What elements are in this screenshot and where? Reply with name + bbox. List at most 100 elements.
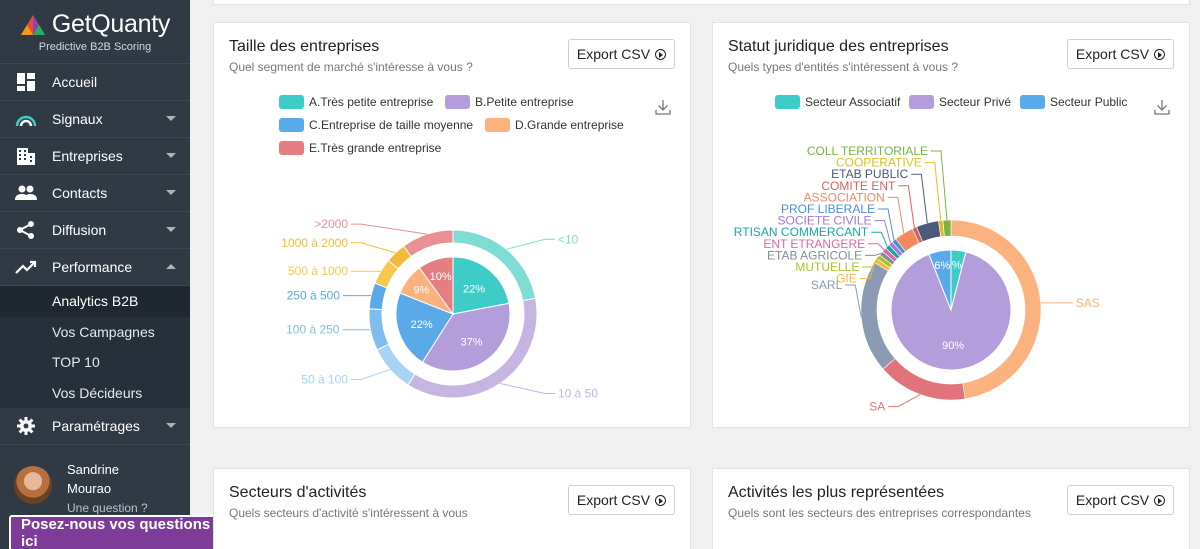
card-subtitle: Quels secteurs d'activité s'intéressent … — [229, 506, 468, 520]
card-activites-representees: Activités les plus représentées Quels so… — [712, 468, 1190, 549]
inner-slice-1[interactable] — [421, 302, 511, 372]
outer-slice-3[interactable] — [368, 308, 390, 351]
outer-slice-label: COMITE ENT — [821, 179, 896, 193]
brand-name: GetQuanty — [51, 10, 171, 38]
nav-accueil[interactable]: Accueil — [0, 64, 190, 101]
outer-slice-label: >2000 — [314, 217, 348, 231]
arrow-circle-right-icon — [655, 494, 667, 506]
subnav-vos-decideurs[interactable]: Vos Décideurs — [52, 384, 143, 401]
inner-slice-label: 6% — [934, 260, 950, 272]
brand[interactable]: GetQuanty Predictive B2B Scoring — [0, 0, 190, 64]
brand-tagline: Predictive B2B Scoring — [38, 41, 152, 53]
nav-diffusion[interactable]: Diffusion — [0, 212, 190, 249]
legend-item[interactable]: A.Très petite entreprise — [279, 95, 433, 109]
outer-slice-label: ETAB PUBLIC — [831, 167, 908, 181]
export-csv-button[interactable]: Export CSV — [568, 485, 675, 515]
legend-label: Secteur Privé — [939, 95, 1012, 109]
chevron-down-icon — [166, 423, 176, 428]
leader-line — [865, 252, 882, 256]
legend-label: Secteur Associatif — [805, 95, 901, 109]
outer-slice-label: SARL — [811, 278, 843, 292]
outer-slice-label: 500 à 1000 — [288, 264, 348, 278]
legend-item[interactable]: Secteur Privé — [909, 95, 1011, 109]
legend-swatch — [909, 95, 934, 109]
inner-slice-4[interactable] — [418, 256, 454, 316]
download-icon[interactable] — [655, 99, 671, 115]
legend-item[interactable]: E.Très grande entreprise — [279, 141, 441, 155]
download-icon[interactable] — [1154, 99, 1170, 115]
nav-performance[interactable]: Performance — [0, 249, 190, 286]
chat-label: Posez-nous vos questions ici — [21, 516, 211, 549]
nav-label: Diffusion — [52, 222, 107, 238]
legend-item[interactable]: Secteur Public — [1020, 95, 1127, 109]
leader-line — [874, 220, 892, 244]
user-profile[interactable]: Sandrine Mourao Une question ? — [0, 452, 190, 515]
card-title: Taille des entreprises — [229, 38, 380, 55]
nav-entreprises[interactable]: Entreprises — [0, 138, 190, 175]
legend-swatch — [775, 95, 800, 109]
nav-label: Accueil — [52, 74, 98, 90]
nav-label: Contacts — [52, 185, 108, 201]
nav-label: Performance — [52, 259, 133, 275]
chevron-down-icon — [166, 227, 176, 232]
outer-slice-label: COLL TERRITORIALE — [807, 144, 928, 158]
card-subtitle: Quels types d'entités s'intéressent à vo… — [728, 60, 959, 74]
card-title: Statut juridique des entreprises — [728, 38, 949, 55]
outer-slice-label: ASSOCIATION — [804, 190, 885, 204]
inner-slice-label: 22% — [463, 284, 485, 296]
export-csv-button[interactable]: Export CSV — [1067, 485, 1174, 515]
legend-label: Secteur Public — [1050, 95, 1128, 109]
chat-button[interactable]: Posez-nous vos questions ici — [9, 515, 247, 549]
subnav-analytics-b2b[interactable]: Analytics B2B — [0, 286, 190, 317]
outer-slice-label: 10 à 50 — [558, 386, 598, 400]
nav-parametrages[interactable]: Paramétrages — [0, 408, 190, 445]
legend-swatch — [279, 95, 304, 109]
share-icon — [14, 218, 38, 242]
outer-slice-label: 250 à 500 — [287, 289, 341, 303]
inner-slice-2[interactable] — [928, 249, 952, 311]
outer-slice-label: PROF LIBERALE — [781, 202, 875, 216]
leader-line — [351, 242, 396, 254]
leader-line — [898, 185, 915, 228]
inner-slice-label: 10% — [430, 271, 452, 283]
arrow-circle-right-icon — [1154, 48, 1166, 60]
outer-slice-14[interactable] — [942, 219, 952, 237]
building-icon — [14, 144, 38, 168]
subnav-top-10[interactable]: TOP 10 — [52, 354, 100, 371]
legend-swatch — [1020, 95, 1045, 109]
chevron-down-icon — [166, 153, 176, 158]
outer-slice-label: MUTUELLE — [795, 260, 859, 274]
performance-subnav: Analytics B2B Vos Campagnes TOP 10 Vos D… — [0, 286, 190, 408]
subnav-vos-campagnes[interactable]: Vos Campagnes — [52, 323, 155, 340]
outer-slice-label: 100 à 250 — [286, 323, 340, 337]
outer-slice-7[interactable] — [402, 229, 454, 258]
leader-line — [862, 256, 879, 268]
arrow-circle-right-icon — [655, 48, 667, 60]
legend-swatch — [485, 118, 510, 132]
help-link[interactable]: Une question ? — [67, 501, 148, 515]
legend-item[interactable]: D.Grande entreprise — [485, 118, 624, 132]
inner-slice-0[interactable] — [452, 256, 510, 315]
nav-contacts[interactable]: Contacts — [0, 175, 190, 212]
leader-line — [911, 173, 928, 224]
outer-slice-label: <10 — [558, 232, 579, 246]
legend-item[interactable]: B.Petite entreprise — [445, 95, 574, 109]
inner-slice-2[interactable] — [395, 292, 454, 363]
legend-item[interactable]: Secteur Associatif — [775, 95, 900, 109]
user-first-name: Sandrine — [67, 462, 120, 477]
card-statut-juridique: Statut juridique des entreprises Quels t… — [712, 22, 1190, 428]
avatar — [14, 466, 52, 504]
card-title: Secteurs d'activités — [229, 484, 367, 501]
outer-slice-label: 1000 à 2000 — [281, 236, 348, 250]
nav-signaux[interactable]: Signaux — [0, 101, 190, 138]
chevron-down-icon — [166, 116, 176, 121]
nav-label: Paramétrages — [52, 418, 140, 434]
export-csv-button[interactable]: Export CSV — [1067, 39, 1174, 69]
legend-swatch — [445, 95, 470, 109]
inner-slice-1[interactable] — [890, 251, 1012, 371]
export-csv-button[interactable]: Export CSV — [568, 39, 675, 69]
legend-item[interactable]: C.Entreprise de taille moyenne — [279, 118, 473, 132]
leader-line — [924, 162, 942, 221]
card-title: Activités les plus représentées — [728, 484, 945, 501]
people-icon — [14, 181, 38, 205]
